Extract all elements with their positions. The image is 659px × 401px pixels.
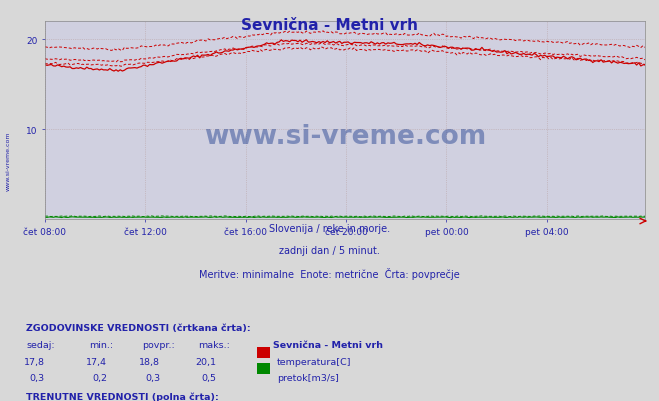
- Text: temperatura[C]: temperatura[C]: [277, 357, 351, 366]
- Text: Sevnična - Metni vrh: Sevnična - Metni vrh: [241, 18, 418, 33]
- Text: 0,2: 0,2: [92, 373, 107, 383]
- Text: www.si-vreme.com: www.si-vreme.com: [6, 131, 11, 190]
- Text: 0,5: 0,5: [201, 373, 216, 383]
- Text: 17,8: 17,8: [24, 357, 45, 366]
- Text: Sevnična - Metni vrh: Sevnična - Metni vrh: [273, 340, 384, 350]
- Text: 0,3: 0,3: [145, 373, 160, 383]
- Text: Meritve: minimalne  Enote: metrične  Črta: povprečje: Meritve: minimalne Enote: metrične Črta:…: [199, 267, 460, 279]
- Text: TRENUTNE VREDNOSTI (polna črta):: TRENUTNE VREDNOSTI (polna črta):: [26, 391, 219, 401]
- Text: 20,1: 20,1: [195, 357, 216, 366]
- Text: ZGODOVINSKE VREDNOSTI (črtkana črta):: ZGODOVINSKE VREDNOSTI (črtkana črta):: [26, 323, 251, 332]
- Text: pretok[m3/s]: pretok[m3/s]: [277, 373, 339, 383]
- Text: maks.:: maks.:: [198, 340, 229, 350]
- Text: 18,8: 18,8: [139, 357, 160, 366]
- Text: zadnji dan / 5 minut.: zadnji dan / 5 minut.: [279, 245, 380, 255]
- Text: sedaj:: sedaj:: [26, 340, 55, 350]
- Text: min.:: min.:: [89, 340, 113, 350]
- Text: 0,3: 0,3: [30, 373, 45, 383]
- Text: povpr.:: povpr.:: [142, 340, 175, 350]
- Text: www.si-vreme.com: www.si-vreme.com: [204, 124, 486, 150]
- Text: Slovenija / reke in morje.: Slovenija / reke in morje.: [269, 223, 390, 233]
- Text: 17,4: 17,4: [86, 357, 107, 366]
